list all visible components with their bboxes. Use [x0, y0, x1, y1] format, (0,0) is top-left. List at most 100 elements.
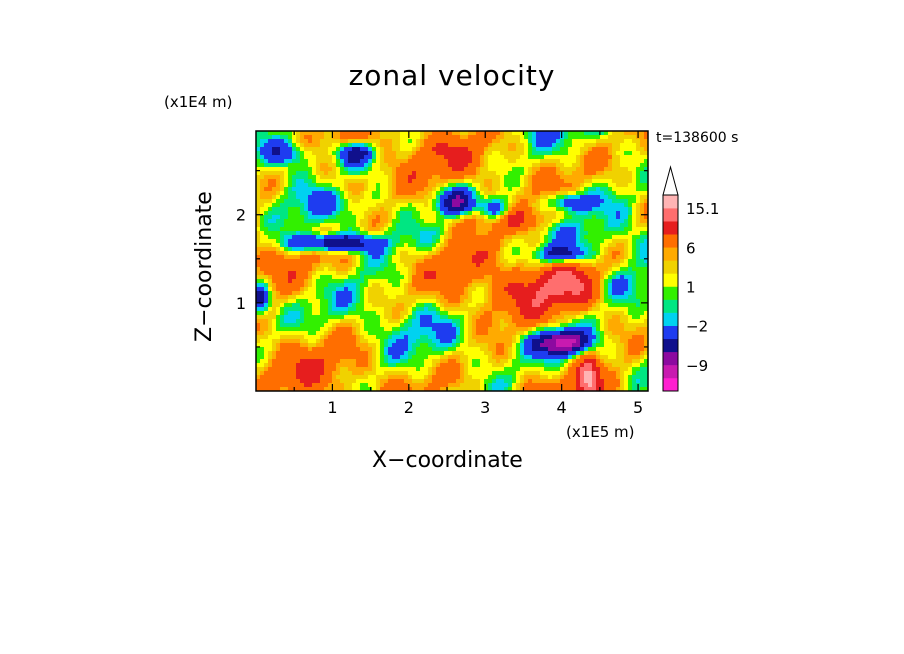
field-cell	[580, 219, 585, 224]
field-cell	[268, 291, 273, 296]
field-cell	[520, 151, 525, 156]
field-cell	[468, 211, 473, 216]
field-cell	[392, 191, 397, 196]
field-cell	[620, 215, 625, 220]
field-cell	[484, 203, 489, 208]
field-cell	[420, 167, 425, 172]
field-cell	[580, 167, 585, 172]
field-cell	[520, 215, 525, 220]
field-cell	[296, 311, 301, 316]
field-cell	[496, 219, 501, 224]
field-cell	[580, 207, 585, 212]
field-cell	[500, 219, 505, 224]
field-cell	[300, 171, 305, 176]
field-cell	[576, 203, 581, 208]
field-cell	[412, 243, 417, 248]
field-cell	[504, 295, 509, 300]
field-cell	[520, 171, 525, 176]
field-cell	[440, 247, 445, 252]
field-cell	[420, 135, 425, 140]
field-cell	[544, 291, 549, 296]
field-cell	[400, 195, 405, 200]
field-cell	[484, 171, 489, 176]
field-cell	[332, 143, 337, 148]
field-cell	[420, 287, 425, 292]
field-cell	[396, 131, 401, 136]
field-cell	[480, 239, 485, 244]
field-cell	[564, 231, 569, 236]
field-cell	[568, 215, 573, 220]
field-cell	[328, 219, 333, 224]
field-cell	[512, 311, 517, 316]
field-cell	[432, 271, 437, 276]
field-cell	[564, 131, 569, 136]
field-cell	[380, 279, 385, 284]
field-cell	[340, 195, 345, 200]
field-cell	[460, 155, 465, 160]
field-cell	[316, 135, 321, 140]
field-cell	[412, 147, 417, 152]
field-cell	[484, 263, 489, 268]
field-cell	[344, 239, 349, 244]
field-cell	[400, 315, 405, 320]
field-cell	[488, 219, 493, 224]
field-cell	[588, 327, 593, 332]
field-cell	[560, 299, 565, 304]
field-cell	[272, 155, 277, 160]
field-cell	[420, 143, 425, 148]
field-cell	[452, 331, 457, 336]
field-cell	[484, 259, 489, 264]
field-cell	[276, 267, 281, 272]
field-cell	[284, 327, 289, 332]
field-cell	[472, 235, 477, 240]
field-cell	[268, 235, 273, 240]
field-cell	[480, 143, 485, 148]
field-cell	[468, 235, 473, 240]
field-cell	[448, 251, 453, 256]
field-cell	[324, 235, 329, 240]
field-cell	[300, 287, 305, 292]
field-cell	[488, 207, 493, 212]
field-cell	[520, 139, 525, 144]
field-cell	[608, 243, 613, 248]
field-cell	[564, 175, 569, 180]
field-cell	[568, 295, 573, 300]
field-cell	[580, 263, 585, 268]
field-cell	[396, 323, 401, 328]
field-cell	[340, 259, 345, 264]
field-cell	[504, 231, 509, 236]
field-cell	[624, 219, 629, 224]
field-cell	[640, 171, 645, 176]
field-cell	[580, 163, 585, 168]
field-cell	[296, 223, 301, 228]
field-cell	[360, 167, 365, 172]
field-cell	[324, 155, 329, 160]
field-cell	[388, 195, 393, 200]
field-cell	[552, 179, 557, 184]
field-cell	[260, 287, 265, 292]
field-cell	[576, 147, 581, 152]
field-cell	[540, 307, 545, 312]
field-cell	[548, 243, 553, 248]
field-cell	[492, 179, 497, 184]
field-cell	[548, 247, 553, 252]
field-cell	[388, 259, 393, 264]
field-cell	[448, 299, 453, 304]
field-cell	[640, 147, 645, 152]
field-cell	[460, 215, 465, 220]
field-cell	[276, 303, 281, 308]
field-cell	[320, 287, 325, 292]
field-cell	[264, 259, 269, 264]
field-cell	[300, 163, 305, 168]
field-cell	[488, 271, 493, 276]
field-cell	[584, 255, 589, 260]
field-cell	[592, 267, 597, 272]
field-cell	[356, 315, 361, 320]
field-cell	[644, 151, 648, 156]
field-cell	[360, 223, 365, 228]
field-cell	[348, 227, 353, 232]
field-cell	[456, 259, 461, 264]
field-cell	[400, 143, 405, 148]
field-cell	[316, 287, 321, 292]
field-cell	[420, 323, 425, 328]
